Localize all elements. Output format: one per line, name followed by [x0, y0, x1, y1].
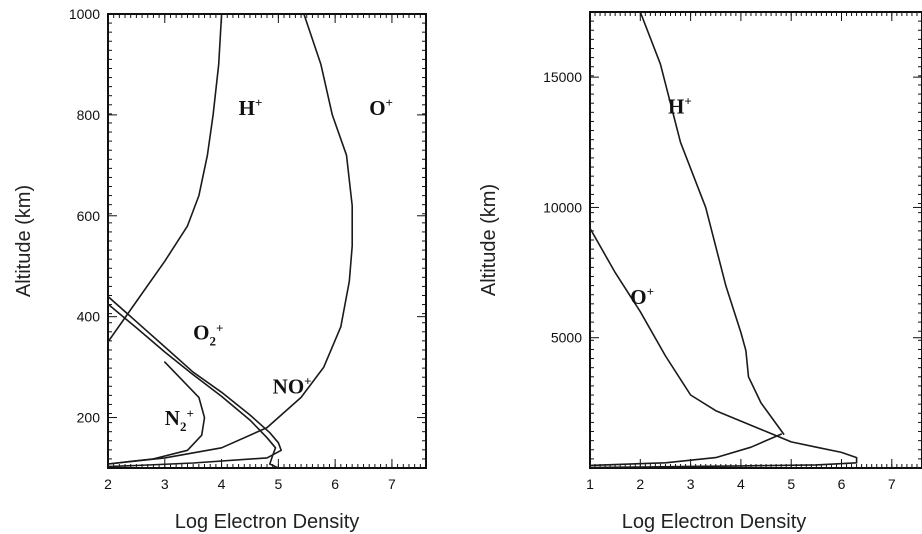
- o2-plus-label: O2+: [193, 320, 223, 348]
- h-plus-label: H+: [239, 95, 263, 120]
- n2-plus-label: N2+: [165, 406, 194, 434]
- x-axis-title: Log Electron Density: [175, 511, 360, 533]
- y-tick-label: 15000: [543, 69, 582, 85]
- y-axis-title: Altitude (km): [478, 184, 500, 296]
- y-axis-title: Altitude (km): [13, 185, 35, 297]
- y-tick-label: 600: [77, 208, 101, 224]
- unlabeled-curve: [590, 433, 782, 467]
- y-tick-label: 10000: [543, 199, 582, 215]
- y-tick-label: 1000: [69, 6, 100, 22]
- h-plus-curve: [108, 14, 223, 343]
- x-tick-label: 7: [388, 476, 396, 492]
- x-tick-label: 3: [687, 476, 695, 492]
- x-tick-label: 4: [218, 476, 226, 492]
- x-tick-label: 4: [737, 476, 745, 492]
- o-plus-curve: [108, 14, 353, 465]
- plot-frame: [589, 11, 922, 469]
- o-plus-curve: [590, 227, 858, 468]
- x-tick-label: 7: [888, 476, 896, 492]
- h-plus-label: H+: [668, 94, 692, 119]
- o-plus-label: O+: [369, 95, 393, 120]
- plot-frame: [107, 13, 427, 469]
- x-tick-label: 3: [161, 476, 169, 492]
- x-tick-label: 2: [104, 476, 112, 492]
- x-tick-label: 6: [838, 476, 846, 492]
- o2-plus-curve: [108, 295, 282, 468]
- x-tick-label: 5: [274, 476, 282, 492]
- o-plus-label: O+: [630, 284, 654, 309]
- x-tick-label: 5: [787, 476, 795, 492]
- y-tick-label: 400: [77, 309, 101, 325]
- chart-panel-1: 2 3 4 5 6 7 200 400 600 800 1000 Log Electron Densi…: [13, 6, 427, 533]
- x-tick-label: 1: [586, 476, 594, 492]
- no-plus-curve: [108, 303, 291, 468]
- x-tick-label: 6: [331, 476, 339, 492]
- x-axis-title: Log Electron Density: [622, 511, 807, 533]
- n2-plus-curve: [108, 361, 206, 465]
- h-plus-curve: [639, 12, 785, 435]
- y-tick-label: 200: [77, 410, 101, 426]
- chart-panel-2: 1 2 3 4 5 6 7 5000 10000 15000 Log Electron Densit…: [478, 11, 922, 533]
- no-plus-label: NO+: [273, 373, 312, 398]
- y-tick-label: 5000: [551, 330, 582, 346]
- y-tick-label: 800: [77, 107, 101, 123]
- x-tick-label: 2: [636, 476, 644, 492]
